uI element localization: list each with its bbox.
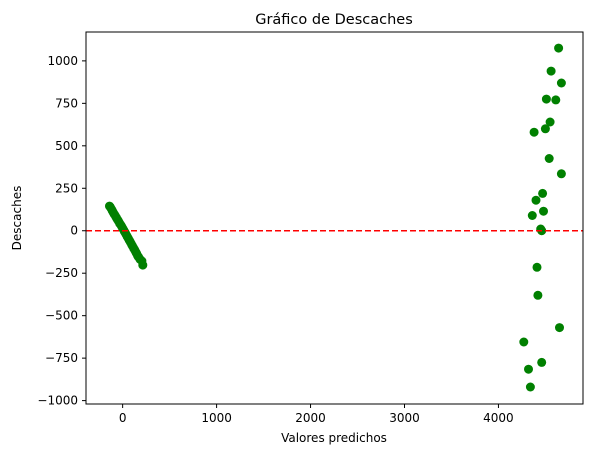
plot-area-frame [85, 31, 584, 405]
data-point [524, 364, 533, 374]
data-point [537, 357, 547, 367]
data-point [138, 260, 148, 270]
data-point [540, 124, 550, 134]
data-point [525, 382, 535, 392]
y-tick-label: 1000 [47, 54, 78, 68]
y-tick-label: 500 [55, 139, 78, 153]
y-tick-label: 0 [70, 224, 78, 238]
data-point [556, 169, 566, 179]
x-axis-label: Valores predichos [281, 431, 387, 445]
y-tick-label: −750 [45, 351, 78, 365]
data-point [551, 95, 561, 105]
data-point [533, 290, 543, 300]
data-point [519, 337, 529, 347]
data-point [529, 127, 539, 137]
y-axis-ticks: −1000 −750 −500 −250 0 250 500 750 1000 [37, 54, 86, 408]
data-points [105, 43, 566, 392]
x-tick-label: 3000 [389, 411, 420, 425]
y-tick-label: −250 [45, 266, 78, 280]
x-tick-label: 2000 [295, 411, 326, 425]
data-point [554, 43, 564, 53]
x-tick-label: 1000 [201, 411, 232, 425]
data-point [556, 78, 566, 88]
chart-title: Gráfico de Descaches [255, 12, 413, 28]
x-tick-label: 0 [119, 411, 127, 425]
data-point [546, 66, 556, 76]
y-tick-label: −500 [45, 309, 78, 323]
y-axis-label: Descaches [10, 186, 24, 251]
data-point [539, 206, 548, 216]
data-point [545, 117, 555, 127]
x-tick-label: 4000 [483, 411, 514, 425]
data-point [541, 94, 551, 104]
data-point [544, 154, 554, 163]
data-point [538, 188, 548, 198]
data-point [531, 195, 541, 205]
y-tick-label: 750 [55, 96, 78, 110]
data-point [527, 211, 537, 220]
data-point [532, 262, 542, 272]
data-point [555, 323, 564, 333]
y-tick-label: 250 [55, 181, 78, 195]
y-tick-label: −1000 [37, 394, 78, 408]
x-axis-ticks: 0 1000 2000 3000 4000 [119, 404, 514, 425]
